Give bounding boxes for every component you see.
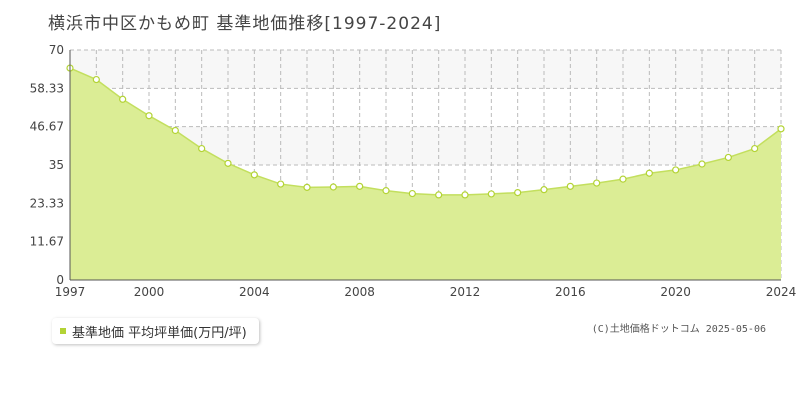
data-point xyxy=(487,190,495,198)
data-point xyxy=(698,160,706,168)
data-point xyxy=(303,183,311,191)
data-point xyxy=(645,169,653,177)
legend: 基準地価 平均坪単価(万円/坪) xyxy=(52,318,259,344)
data-point xyxy=(619,175,627,183)
data-point xyxy=(408,189,416,198)
data-point xyxy=(751,144,759,153)
data-point xyxy=(461,191,469,199)
x-tick-label: 2000 xyxy=(134,285,165,299)
data-point xyxy=(777,125,785,133)
x-tick-label: 1997 xyxy=(55,285,86,299)
x-tick-label: 2024 xyxy=(766,285,797,299)
data-point xyxy=(250,171,258,179)
x-tick-label: 2020 xyxy=(660,285,691,299)
y-tick-label: 46.67 xyxy=(30,120,64,134)
series-markers xyxy=(66,64,785,199)
data-point xyxy=(329,183,337,191)
data-point xyxy=(514,189,522,197)
y-tick-label: 23.33 xyxy=(30,196,64,210)
y-tick-label: 35 xyxy=(49,158,64,172)
y-tick-label: 70 xyxy=(49,43,64,57)
data-point xyxy=(119,95,127,103)
data-point xyxy=(566,182,574,190)
data-point xyxy=(198,144,206,153)
x-tick-label: 2004 xyxy=(239,285,270,299)
x-tick-label: 2012 xyxy=(450,285,481,299)
x-axis-ticks: 1997 2000 2004 2008 2012 2016 2020 2024 xyxy=(55,285,797,299)
data-point xyxy=(145,112,153,120)
legend-label: 基準地価 平均坪単価(万円/坪) xyxy=(72,325,247,341)
data-point xyxy=(171,126,179,135)
data-point xyxy=(435,191,443,199)
series-line xyxy=(69,67,782,196)
data-point xyxy=(724,153,732,162)
chart-axes xyxy=(69,50,781,281)
data-point xyxy=(356,182,364,190)
legend-swatch xyxy=(60,328,66,334)
data-point xyxy=(224,159,232,167)
chart-title: 横浜市中区かもめ町 基準地価推移[1997-2024] xyxy=(48,14,442,34)
x-tick-label: 2008 xyxy=(344,285,375,299)
data-point xyxy=(277,180,285,188)
y-tick-label: 0 xyxy=(56,273,64,287)
data-point xyxy=(672,166,680,174)
data-point xyxy=(92,75,100,84)
background-band xyxy=(70,50,781,89)
credit-text: (C)土地価格ドットコム 2025-05-06 xyxy=(591,324,766,335)
y-axis-ticks: 0 11.67 23.33 35 46.67 58.33 70 xyxy=(30,43,64,287)
y-tick-label: 11.67 xyxy=(30,235,64,249)
x-tick-label: 2016 xyxy=(555,285,586,299)
data-point xyxy=(540,186,548,194)
data-point xyxy=(593,179,601,187)
y-tick-label: 58.33 xyxy=(30,81,64,95)
data-point xyxy=(382,187,390,195)
series-area-fill xyxy=(70,68,781,280)
